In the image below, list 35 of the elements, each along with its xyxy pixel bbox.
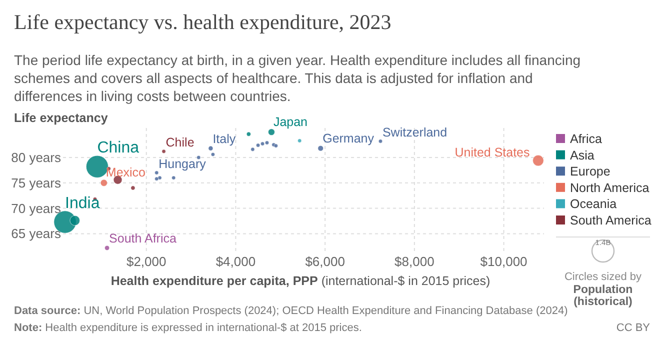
x-tick-label: $2,000 bbox=[126, 254, 166, 269]
annotation: China bbox=[97, 140, 140, 157]
text: Circles sized by bbox=[564, 271, 642, 283]
legend-label: North America bbox=[570, 180, 650, 195]
source-note: Data source: UN, World Population Prospects (2024); OECD Health Expenditure and Financing Database (2024) bbox=[14, 305, 568, 317]
x-tick-label: $6,000 bbox=[305, 254, 345, 269]
legend-label: Oceania bbox=[570, 197, 617, 212]
annotation: Hungary bbox=[158, 156, 207, 171]
y-tick-label: 75 years bbox=[11, 175, 62, 190]
chart-subtitle: The period life expectancy at birth, in a given year. Health expenditure includes all financing schemes and covers all aspects of healthcare. This data is adjusted for inflation and differences in living costs between countries. bbox=[14, 52, 581, 104]
legend-label: Africa bbox=[570, 132, 602, 146]
text: Note: Health expenditure is expressed in international-$ at 2015 prices. bbox=[14, 322, 362, 334]
y-tick-label: 70 years bbox=[11, 200, 62, 216]
x-tick-label: $4,000 bbox=[216, 254, 256, 269]
annotation: Chile bbox=[166, 136, 194, 150]
y-tick-label: 80 years bbox=[11, 150, 62, 165]
annotation: Mexico bbox=[106, 166, 146, 180]
y-tick-label: 65 years bbox=[11, 226, 62, 242]
y-axis-title: Life expectancy bbox=[14, 111, 108, 125]
annotation: Japan bbox=[273, 114, 308, 129]
annotation: India bbox=[65, 194, 100, 212]
annotation: South Africa bbox=[109, 232, 176, 246]
legend-label: Asia bbox=[570, 148, 594, 162]
text: Population (historical) bbox=[573, 284, 633, 308]
x-tick-label: $10,000 bbox=[480, 254, 528, 269]
annotation: Germany bbox=[322, 132, 375, 146]
legend-label: Europe bbox=[570, 164, 610, 179]
x-axis-title: Health expenditure per capita, PPP (international-$ in 2015 prices) bbox=[110, 274, 490, 288]
x-tick-label: $8,000 bbox=[394, 254, 434, 269]
annotation: Italy bbox=[212, 132, 236, 146]
annotation: Switzerland bbox=[382, 125, 448, 140]
annotation: United States bbox=[454, 146, 530, 160]
chart-title: Life expectancy vs. health expenditure, 2023 bbox=[14, 10, 392, 34]
text: CC BY bbox=[616, 322, 651, 334]
legend-label: South America bbox=[570, 214, 652, 228]
